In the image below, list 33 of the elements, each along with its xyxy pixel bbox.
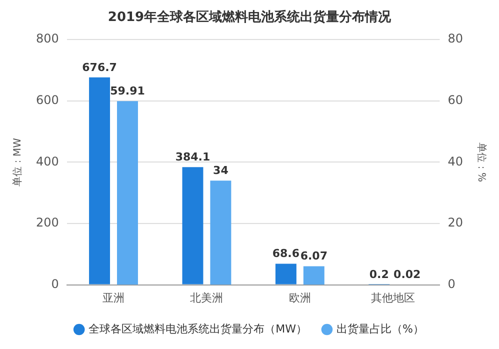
bar: [89, 77, 110, 284]
bar: [117, 101, 138, 285]
y2-tick-label: 80: [448, 32, 464, 46]
x-tick-label: 北美洲: [190, 291, 224, 304]
data-label: 59.91: [110, 84, 145, 98]
y-tick-label: 400: [36, 154, 59, 168]
data-label: 676.7: [82, 60, 117, 74]
data-label: 0.2: [369, 268, 389, 282]
data-label: 68.6: [272, 247, 300, 260]
y2-tick-label: 40: [448, 154, 464, 168]
legend-label: 出货量占比（%）: [336, 322, 424, 336]
data-label: 34: [213, 164, 229, 177]
y-tick-label: 800: [36, 32, 59, 46]
data-label: 0.02: [394, 268, 421, 282]
bar: [210, 180, 232, 285]
data-label: 384.1: [175, 150, 210, 164]
y-axis-title: 单位：MW: [12, 138, 24, 186]
y-tick-label: 0: [51, 276, 59, 291]
y2-tick-label: 60: [448, 93, 464, 108]
data-label: 6.07: [300, 250, 328, 263]
y2-tick-label: 0: [448, 276, 456, 291]
y-tick-label: 200: [36, 216, 59, 230]
chart-title: 2019年全球各区域燃料电池系统出货量分布情况: [108, 9, 392, 26]
x-tick-label: 亚洲: [102, 291, 125, 304]
bar: [303, 266, 324, 285]
legend-label: 全球各区域燃料电池系统出货量分布（MW）: [88, 322, 307, 336]
y2-axis-title: 单位：%: [475, 142, 488, 182]
x-tick-label: 其他地区: [371, 291, 416, 304]
bar: [182, 167, 204, 284]
bar: [275, 264, 296, 284]
y2-tick-label: 20: [448, 216, 464, 230]
y-tick-label: 600: [36, 93, 59, 108]
x-tick-label: 欧洲: [288, 291, 311, 304]
